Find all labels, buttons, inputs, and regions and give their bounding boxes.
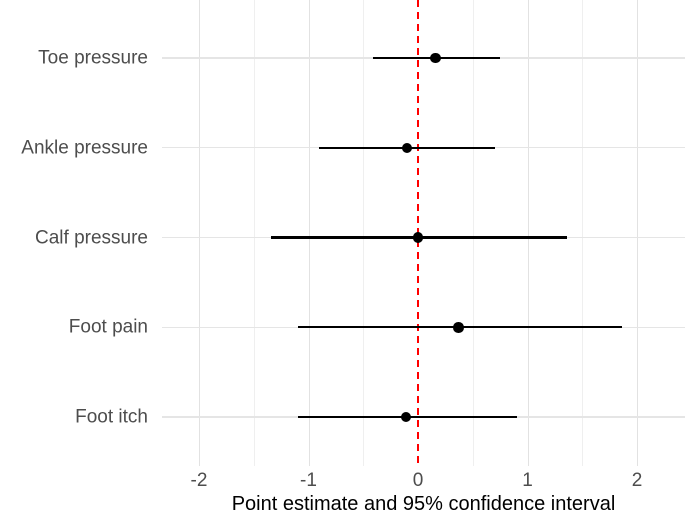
major-gridline [199,0,200,466]
major-gridline [527,0,529,466]
minor-gridline [253,0,255,466]
point-estimate-dot [453,322,464,333]
y-axis-category-labels: Toe pressure Ankle pressure Calf pressure F… [0,0,152,466]
x-tick-label: 1 [522,470,533,491]
point-estimate-dot [412,232,424,243]
point-estimate-dot [430,52,441,64]
minor-gridline [363,0,365,466]
x-axis-title: Point estimate and 95% confidence interv… [231,493,616,515]
minor-gridline [472,0,474,466]
category-label: Foot itch [75,406,148,428]
plot-panel [162,0,685,466]
point-estimate-dot [401,142,413,153]
x-tick-label: 2 [631,470,643,491]
x-tick-label: -1 [300,470,317,491]
category-label: Foot pain [68,316,148,338]
minor-gridline [582,0,584,466]
category-label: Toe pressure [38,47,148,69]
x-axis-tick-labels: -2 -1 0 1 2 [162,471,685,493]
category-label: Calf pressure [35,227,148,248]
x-tick-label: -2 [190,470,208,491]
major-gridline [308,0,310,466]
major-gridline [637,0,638,466]
x-tick-label: 0 [412,470,424,491]
point-estimate-dot [400,411,412,423]
category-label: Ankle pressure [21,137,148,159]
